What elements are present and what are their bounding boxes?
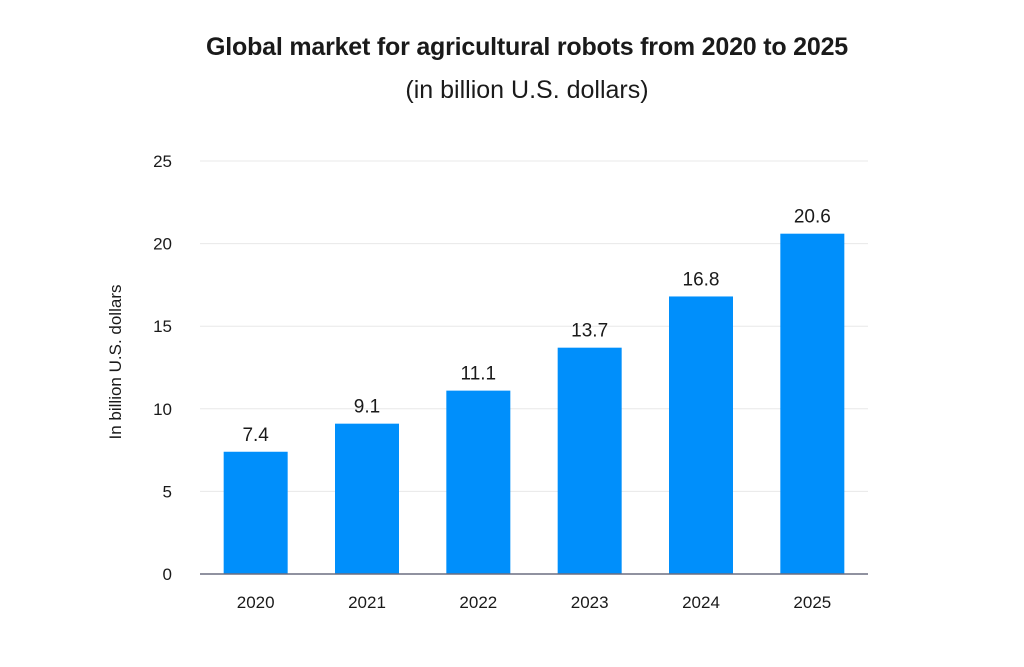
bar-2021: [335, 423, 399, 574]
y-tick-label: 5: [163, 482, 172, 501]
chart-subtitle: (in billion U.S. dollars): [405, 76, 649, 104]
data-label: 9.1: [354, 397, 380, 418]
x-axis-ticks: 2020 2021 2022 2023 2024 2025: [237, 593, 831, 612]
data-label: 7.4: [242, 425, 269, 446]
data-label: 13.7: [571, 321, 608, 342]
y-axis-ticks: 0 5 10 15 20 25: [153, 152, 172, 584]
chart-title: Global market for agricultural robots fr…: [206, 33, 848, 61]
y-axis-label: In billion U.S. dollars: [106, 285, 125, 440]
y-tick-label: 15: [153, 317, 172, 336]
x-tick-label: 2022: [459, 593, 497, 612]
data-label: 20.6: [794, 207, 831, 228]
bar-2023: [557, 347, 622, 574]
x-tick-label: 2021: [348, 593, 386, 612]
bars: [223, 233, 845, 575]
y-tick-label: 25: [153, 152, 172, 171]
data-label: 11.1: [461, 364, 497, 385]
x-tick-label: 2023: [571, 593, 609, 612]
x-tick-label: 2020: [237, 593, 275, 612]
gridlines: [200, 160, 868, 492]
bar-2025: [780, 233, 845, 575]
data-labels: 7.4 9.1 11.1 13.7 16.8 20.6: [242, 207, 830, 446]
x-tick-label: 2024: [682, 593, 720, 612]
x-tick-label: 2025: [793, 593, 831, 612]
data-label: 16.8: [683, 269, 720, 290]
bar-2020: [223, 451, 288, 574]
y-tick-label: 0: [163, 565, 172, 584]
bar-2024: [669, 296, 733, 574]
y-tick-label: 10: [153, 400, 172, 419]
bar-2022: [446, 390, 511, 574]
y-tick-label: 20: [153, 235, 172, 254]
